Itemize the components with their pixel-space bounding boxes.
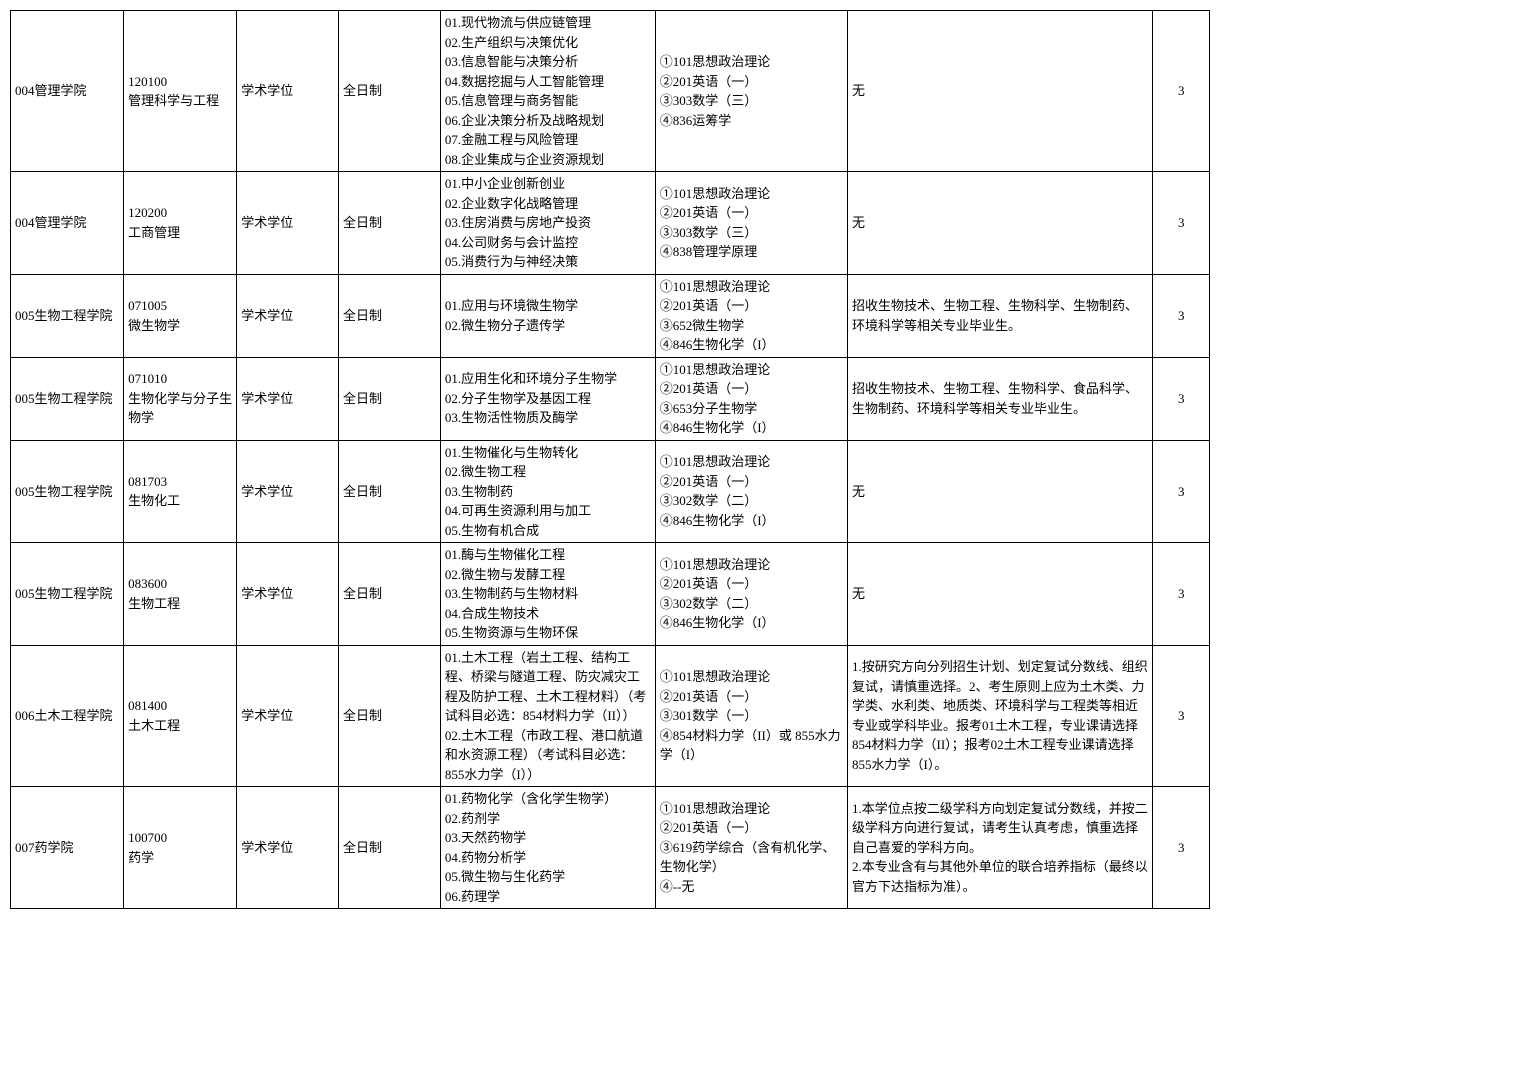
major-cell: 081703 生物化工 — [124, 440, 237, 543]
exams-cell: ①101思想政治理论 ②201英语（一） ③619药学综合（含有机化学、生物化学… — [655, 787, 847, 909]
num-cell: 3 — [1153, 440, 1210, 543]
num-cell: 3 — [1153, 543, 1210, 646]
directions-cell: 01.药物化学（含化学生物学） 02.药剂学 03.天然药物学 04.药物分析学… — [440, 787, 655, 909]
table-row: 005生物工程学院071005 微生物学学术学位全日制01.应用与环境微生物学 … — [11, 274, 1210, 357]
degree-cell: 学术学位 — [237, 645, 339, 787]
num-cell: 3 — [1153, 172, 1210, 275]
num-cell: 3 — [1153, 645, 1210, 787]
dept-cell: 005生物工程学院 — [11, 274, 124, 357]
degree-cell: 学术学位 — [237, 543, 339, 646]
num-cell: 3 — [1153, 274, 1210, 357]
exams-cell: ①101思想政治理论 ②201英语（一） ③301数学（一） ④854材料力学（… — [655, 645, 847, 787]
mode-cell: 全日制 — [339, 357, 441, 440]
mode-cell: 全日制 — [339, 274, 441, 357]
note-cell: 1.本学位点按二级学科方向划定复试分数线，并按二级学科方向进行复试，请考生认真考… — [848, 787, 1153, 909]
degree-cell: 学术学位 — [237, 440, 339, 543]
dept-cell: 007药学院 — [11, 787, 124, 909]
degree-cell: 学术学位 — [237, 787, 339, 909]
exams-cell: ①101思想政治理论 ②201英语（一） ③302数学（二） ④846生物化学（… — [655, 440, 847, 543]
note-cell: 招收生物技术、生物工程、生物科学、生物制药、环境科学等相关专业毕业生。 — [848, 274, 1153, 357]
mode-cell: 全日制 — [339, 645, 441, 787]
degree-cell: 学术学位 — [237, 11, 339, 172]
directions-cell: 01.应用生化和环境分子生物学 02.分子生物学及基因工程 03.生物活性物质及… — [440, 357, 655, 440]
exams-cell: ①101思想政治理论 ②201英语（一） ③303数学（三） ④838管理学原理 — [655, 172, 847, 275]
major-cell: 071010 生物化学与分子生物学 — [124, 357, 237, 440]
table-row: 005生物工程学院071010 生物化学与分子生物学学术学位全日制01.应用生化… — [11, 357, 1210, 440]
major-cell: 083600 生物工程 — [124, 543, 237, 646]
directions-cell: 01.酶与生物催化工程 02.微生物与发酵工程 03.生物制药与生物材料 04.… — [440, 543, 655, 646]
note-cell: 无 — [848, 440, 1153, 543]
num-cell: 3 — [1153, 357, 1210, 440]
dept-cell: 005生物工程学院 — [11, 357, 124, 440]
num-cell: 3 — [1153, 787, 1210, 909]
directions-cell: 01.中小企业创新创业 02.企业数字化战略管理 03.住房消费与房地产投资 0… — [440, 172, 655, 275]
table-row: 004管理学院120200 工商管理学术学位全日制01.中小企业创新创业 02.… — [11, 172, 1210, 275]
mode-cell: 全日制 — [339, 440, 441, 543]
table-row: 005生物工程学院081703 生物化工学术学位全日制01.生物催化与生物转化 … — [11, 440, 1210, 543]
directions-cell: 01.现代物流与供应链管理 02.生产组织与决策优化 03.信息智能与决策分析 … — [440, 11, 655, 172]
dept-cell: 005生物工程学院 — [11, 440, 124, 543]
major-cell: 120200 工商管理 — [124, 172, 237, 275]
major-cell: 100700 药学 — [124, 787, 237, 909]
dept-cell: 004管理学院 — [11, 11, 124, 172]
exams-cell: ①101思想政治理论 ②201英语（一） ③652微生物学 ④846生物化学（I… — [655, 274, 847, 357]
directions-cell: 01.生物催化与生物转化 02.微生物工程 03.生物制药 04.可再生资源利用… — [440, 440, 655, 543]
program-table: 004管理学院120100 管理科学与工程学术学位全日制01.现代物流与供应链管… — [10, 10, 1210, 909]
directions-cell: 01.应用与环境微生物学 02.微生物分子遗传学 — [440, 274, 655, 357]
table-row: 005生物工程学院083600 生物工程学术学位全日制01.酶与生物催化工程 0… — [11, 543, 1210, 646]
mode-cell: 全日制 — [339, 11, 441, 172]
dept-cell: 005生物工程学院 — [11, 543, 124, 646]
mode-cell: 全日制 — [339, 543, 441, 646]
exams-cell: ①101思想政治理论 ②201英语（一） ③302数学（二） ④846生物化学（… — [655, 543, 847, 646]
degree-cell: 学术学位 — [237, 274, 339, 357]
note-cell: 1.按研究方向分列招生计划、划定复试分数线、组织复试，请慎重选择。2、考生原则上… — [848, 645, 1153, 787]
num-cell: 3 — [1153, 11, 1210, 172]
note-cell: 无 — [848, 11, 1153, 172]
directions-cell: 01.土木工程（岩土工程、结构工程、桥梁与隧道工程、防灾减灾工程及防护工程、土木… — [440, 645, 655, 787]
exams-cell: ①101思想政治理论 ②201英语（一） ③653分子生物学 ④846生物化学（… — [655, 357, 847, 440]
exams-cell: ①101思想政治理论 ②201英语（一） ③303数学（三） ④836运筹学 — [655, 11, 847, 172]
dept-cell: 006土木工程学院 — [11, 645, 124, 787]
table-row: 007药学院100700 药学学术学位全日制01.药物化学（含化学生物学） 02… — [11, 787, 1210, 909]
table-row: 006土木工程学院081400 土木工程学术学位全日制01.土木工程（岩土工程、… — [11, 645, 1210, 787]
major-cell: 081400 土木工程 — [124, 645, 237, 787]
dept-cell: 004管理学院 — [11, 172, 124, 275]
major-cell: 120100 管理科学与工程 — [124, 11, 237, 172]
mode-cell: 全日制 — [339, 787, 441, 909]
note-cell: 无 — [848, 172, 1153, 275]
note-cell: 招收生物技术、生物工程、生物科学、食品科学、生物制药、环境科学等相关专业毕业生。 — [848, 357, 1153, 440]
degree-cell: 学术学位 — [237, 357, 339, 440]
note-cell: 无 — [848, 543, 1153, 646]
mode-cell: 全日制 — [339, 172, 441, 275]
table-row: 004管理学院120100 管理科学与工程学术学位全日制01.现代物流与供应链管… — [11, 11, 1210, 172]
degree-cell: 学术学位 — [237, 172, 339, 275]
major-cell: 071005 微生物学 — [124, 274, 237, 357]
